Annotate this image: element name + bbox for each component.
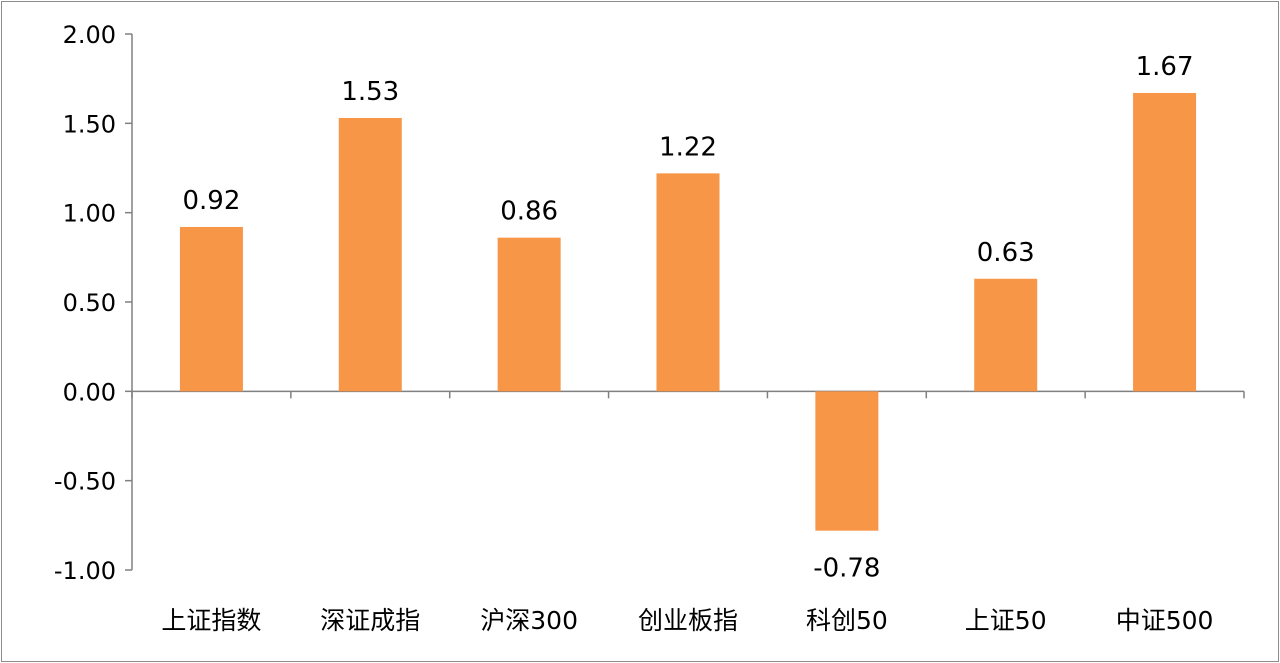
y-tick-label: -0.50 (54, 468, 116, 496)
y-tick-label: 2.00 (63, 21, 116, 49)
y-tick-label: 1.50 (63, 110, 116, 138)
category-label: 上证50 (965, 606, 1047, 635)
category-label: 沪深300 (480, 606, 578, 635)
axes (125, 33, 1245, 571)
bar (656, 173, 720, 392)
category-label: 创业板指 (638, 606, 738, 635)
data-label: 0.63 (977, 238, 1035, 268)
bar (1133, 92, 1197, 392)
category-label: 深证成指 (320, 606, 420, 635)
y-tick-labels: 2.00 1.50 1.00 0.50 0.00 -0.50 -1.00 (54, 21, 116, 585)
bar (497, 237, 561, 392)
data-label: 0.92 (182, 186, 240, 216)
category-label: 上证指数 (161, 606, 261, 635)
x-category-labels: 上证指数 深证成指 沪深300 创业板指 科创50 上证50 中证500 (161, 606, 1213, 635)
data-label: 1.53 (341, 77, 399, 107)
bar (338, 117, 402, 392)
data-label: 1.67 (1136, 52, 1194, 82)
bar (815, 391, 879, 531)
y-tick-label: 1.00 (63, 200, 116, 228)
y-tick-label: 0.50 (63, 289, 116, 317)
category-label: 科创50 (806, 606, 888, 635)
bars (179, 92, 1197, 531)
bar (974, 278, 1038, 392)
category-label: 中证500 (1116, 606, 1214, 635)
data-label: -0.78 (813, 554, 880, 584)
data-labels: 0.92 1.53 0.86 1.22 -0.78 0.63 1.67 (182, 52, 1193, 584)
data-label: 0.86 (500, 197, 558, 227)
bar (179, 226, 243, 392)
y-tick-label: 0.00 (63, 378, 116, 406)
y-tick-label: -1.00 (54, 557, 116, 585)
data-label: 1.22 (659, 132, 717, 162)
